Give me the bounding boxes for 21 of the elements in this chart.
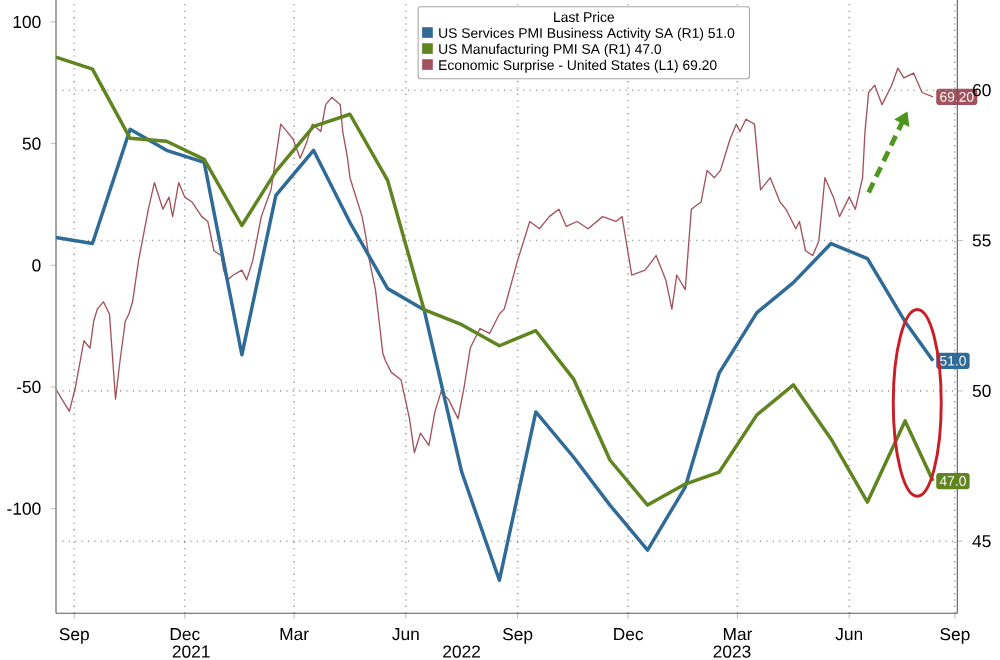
y-tick-label: -50: [16, 380, 41, 394]
x-tick-label: Dec: [614, 628, 644, 641]
y-tick-label: 0: [32, 259, 41, 272]
x-tick-label: Sep: [502, 628, 533, 644]
x-tick-label: Jun: [392, 628, 419, 641]
y2-tick-label: 60: [972, 84, 991, 97]
x-tick-label: Sep: [940, 628, 970, 644]
y2-tick-label: 50: [972, 384, 991, 397]
x-tick-label: Sep: [59, 628, 89, 644]
text: 2023: [713, 645, 751, 658]
text: 2022: [443, 645, 480, 658]
y-tick-label: 50: [22, 137, 41, 150]
text: 2021: [172, 645, 210, 658]
x-tick-label: Jun: [835, 628, 863, 641]
y-tick-label: -100: [7, 502, 41, 515]
x-tick-label: Mar: [723, 628, 753, 641]
y-tick-label: 100: [13, 15, 41, 29]
y2-tick-label: 45: [972, 535, 991, 548]
y2-tick-label: 55: [972, 234, 991, 247]
x-tick-label: Dec: [170, 628, 200, 641]
x-tick-label: Mar: [280, 628, 309, 641]
